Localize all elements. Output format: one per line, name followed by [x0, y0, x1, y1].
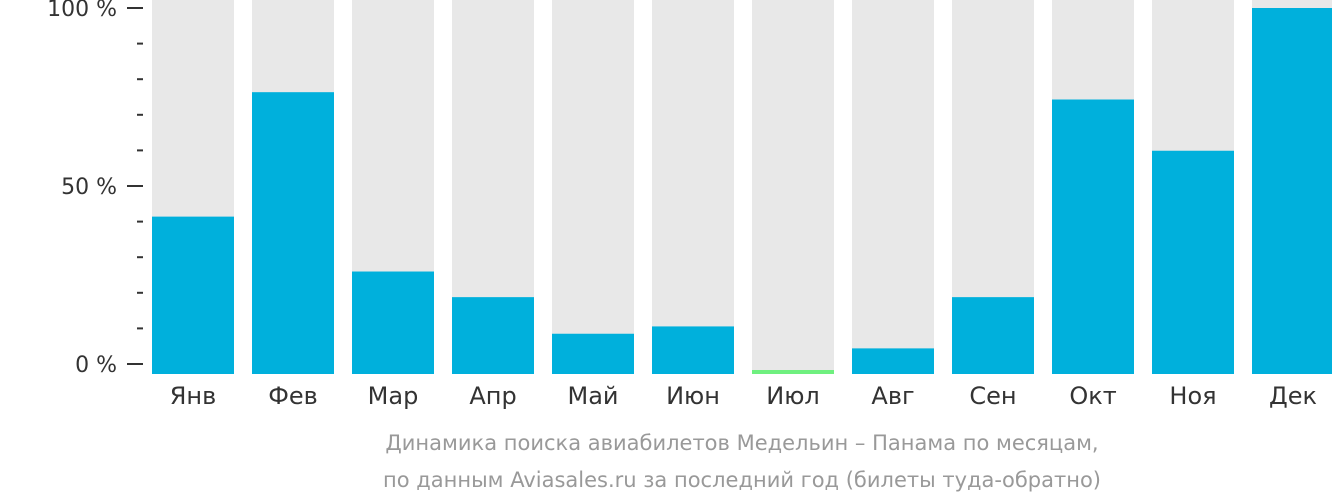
y-axis: 0 % 50 % 100 %	[47, 0, 143, 378]
x-tick-label: Дек	[1269, 382, 1317, 410]
y-tick-label: 50 %	[61, 175, 117, 200]
x-tick-label: Июл	[766, 382, 820, 410]
chart-subtitle: по данным Aviasales.ru за последний год …	[383, 468, 1101, 492]
bar-background	[752, 0, 834, 374]
bar	[552, 333, 634, 374]
bar	[252, 92, 334, 375]
x-tick-label: Май	[567, 382, 618, 410]
bar	[1152, 150, 1234, 374]
bar	[752, 370, 834, 374]
bar-chart: 0 % 50 % 100 % Янв Фев Мар Апр Май Июн Июл Авг Сен…	[47, 0, 1332, 410]
chart-title: Динамика поиска авиабилетов Медельин – П…	[385, 431, 1099, 455]
x-tick-label: Авг	[871, 382, 914, 410]
x-tick-label: Фев	[268, 382, 318, 410]
x-tick-label: Сен	[969, 382, 1016, 410]
bar	[452, 297, 534, 374]
x-tick-label: Ноя	[1169, 382, 1216, 410]
x-tick-label: Мар	[368, 382, 419, 410]
bar-background	[552, 0, 634, 374]
x-axis-labels: Янв Фев Мар Апр Май Июн Июл Авг Сен Окт Ноя Дек	[170, 382, 1317, 410]
bar-background	[852, 0, 934, 374]
bar	[352, 271, 434, 374]
bar	[852, 348, 934, 374]
bars	[152, 8, 1332, 375]
x-tick-label: Окт	[1069, 382, 1116, 410]
y-tick-label: 0 %	[75, 353, 117, 378]
x-tick-label: Янв	[170, 382, 217, 410]
y-tick-label: 100 %	[47, 0, 117, 22]
x-tick-label: Апр	[469, 382, 516, 410]
bar	[1252, 8, 1332, 374]
bar	[952, 297, 1034, 374]
bar-background	[652, 0, 734, 374]
bar	[652, 326, 734, 374]
x-tick-label: Июн	[666, 382, 720, 410]
bar	[152, 216, 234, 374]
bar	[1052, 99, 1134, 374]
